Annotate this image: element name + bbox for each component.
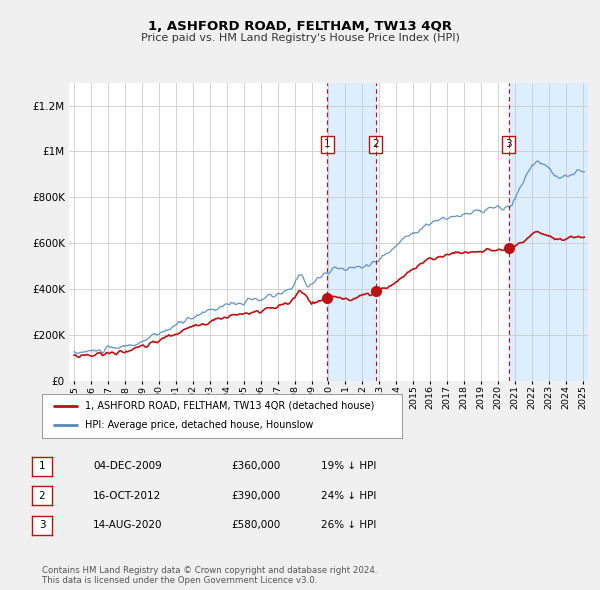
Text: £390,000: £390,000	[231, 491, 280, 500]
Text: £360,000: £360,000	[231, 461, 280, 471]
Text: 2: 2	[38, 491, 46, 500]
Bar	[509, 83, 592, 381]
Text: 26% ↓ HPI: 26% ↓ HPI	[321, 520, 376, 530]
Text: 16-OCT-2012: 16-OCT-2012	[93, 491, 161, 500]
Text: 1: 1	[38, 461, 46, 471]
Text: 1, ASHFORD ROAD, FELTHAM, TW13 4QR (detached house): 1, ASHFORD ROAD, FELTHAM, TW13 4QR (deta…	[85, 401, 374, 411]
Bar	[327, 83, 376, 381]
Text: Contains HM Land Registry data © Crown copyright and database right 2024.
This d: Contains HM Land Registry data © Crown c…	[42, 566, 377, 585]
Text: 2: 2	[373, 139, 379, 149]
Text: 3: 3	[505, 139, 512, 149]
Text: HPI: Average price, detached house, Hounslow: HPI: Average price, detached house, Houn…	[85, 421, 314, 430]
Text: 14-AUG-2020: 14-AUG-2020	[93, 520, 163, 530]
Text: £580,000: £580,000	[231, 520, 280, 530]
Text: 04-DEC-2009: 04-DEC-2009	[93, 461, 162, 471]
Text: 3: 3	[38, 520, 46, 530]
Text: 24% ↓ HPI: 24% ↓ HPI	[321, 491, 376, 500]
Text: Price paid vs. HM Land Registry's House Price Index (HPI): Price paid vs. HM Land Registry's House …	[140, 34, 460, 43]
Text: 1, ASHFORD ROAD, FELTHAM, TW13 4QR: 1, ASHFORD ROAD, FELTHAM, TW13 4QR	[148, 20, 452, 33]
Text: 19% ↓ HPI: 19% ↓ HPI	[321, 461, 376, 471]
Text: 1: 1	[324, 139, 331, 149]
